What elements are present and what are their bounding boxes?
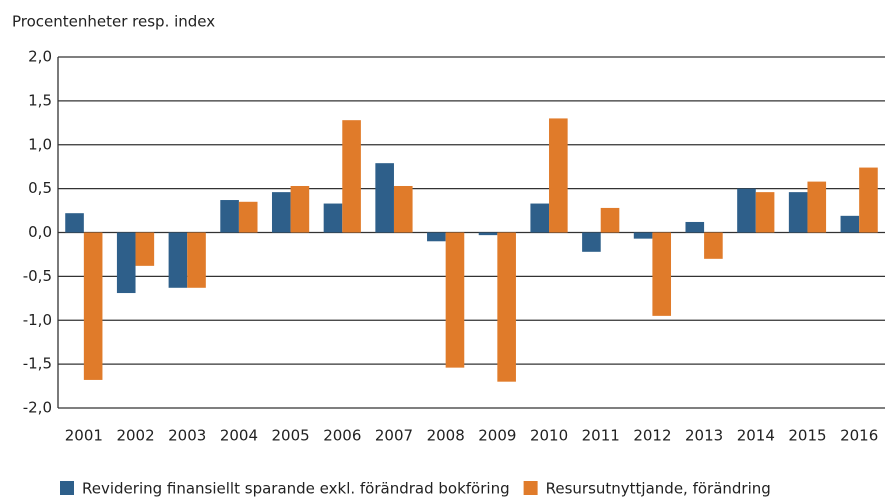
bar [704, 232, 723, 259]
y-tick-label: -2,0 [23, 399, 52, 417]
bar [737, 188, 756, 233]
bar [859, 167, 878, 233]
bar [375, 163, 394, 233]
bar [220, 200, 239, 233]
x-tick-label: 2008 [427, 427, 465, 445]
bar [187, 232, 206, 288]
x-tick-label: 2006 [323, 427, 361, 445]
bar [478, 232, 498, 236]
bar [530, 203, 550, 233]
bar [788, 192, 808, 233]
bar [238, 201, 258, 233]
bar [116, 232, 136, 294]
y-tick-label: -1,0 [23, 311, 52, 329]
legend-swatch [523, 481, 538, 495]
bar [323, 203, 343, 233]
bar [755, 192, 775, 233]
bar [582, 232, 601, 252]
bar [168, 232, 188, 288]
y-tick-label: 0,0 [28, 223, 52, 241]
x-tick-label: 2005 [272, 427, 310, 445]
bar [393, 185, 413, 233]
x-tick-label: 2009 [478, 427, 516, 445]
legend-label: Revidering finansiellt sparande exkl. fö… [82, 480, 510, 498]
bar [497, 232, 516, 382]
bar [83, 232, 103, 380]
y-tick-label: 1,0 [28, 135, 52, 153]
bar [807, 181, 827, 233]
bar [549, 118, 568, 233]
y-tick-label: -0,5 [23, 267, 52, 285]
bar [840, 215, 860, 233]
bar [427, 232, 446, 242]
y-tick-label: 0,5 [28, 179, 52, 197]
x-tick-label: 2001 [65, 427, 103, 445]
x-tick-label: 2003 [168, 427, 206, 445]
bar [685, 221, 705, 233]
bar [652, 232, 672, 316]
y-tick-label: -1,5 [23, 355, 52, 373]
x-tick-label: 2015 [788, 427, 826, 445]
bar [342, 120, 361, 233]
x-tick-label: 2002 [116, 427, 154, 445]
bar [633, 232, 653, 239]
x-tick-label: 2007 [375, 427, 413, 445]
bar [600, 207, 620, 233]
bar [135, 232, 155, 266]
bar [65, 213, 84, 233]
x-tick-label: 2013 [685, 427, 723, 445]
legend-label: Resursutnyttjande, förändring [546, 480, 771, 498]
x-tick-label: 2010 [530, 427, 568, 445]
x-tick-label: 2014 [737, 427, 775, 445]
x-tick-label: 2016 [840, 427, 878, 445]
x-tick-label: 2012 [633, 427, 671, 445]
y-tick-label: 2,0 [28, 48, 52, 66]
x-tick-label: 2004 [220, 427, 258, 445]
x-tick-label: 2011 [582, 427, 620, 445]
bar [271, 192, 291, 233]
bar [290, 185, 310, 233]
y-axis-label: Procentenheter resp. index [12, 13, 215, 31]
bar [445, 232, 465, 368]
legend-swatch [60, 481, 74, 495]
y-tick-label: 1,5 [28, 91, 52, 109]
